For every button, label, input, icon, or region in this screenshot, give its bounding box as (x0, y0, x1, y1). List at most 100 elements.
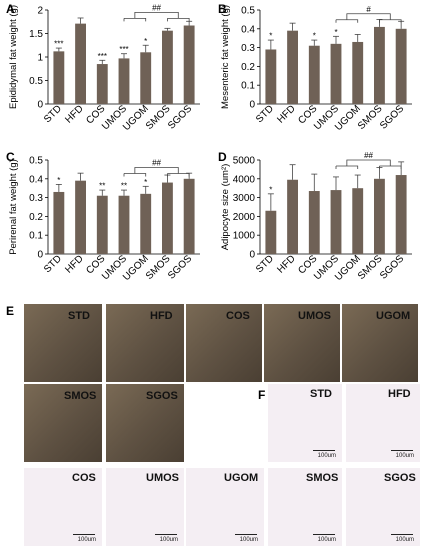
comparison-bracket (346, 13, 391, 20)
x-tick-label: STD (42, 253, 64, 275)
histology-smos: SMOS 100um (268, 468, 342, 546)
bar-ugom (352, 188, 364, 254)
y-axis-label: Perirenal fat weight (g) (8, 159, 19, 255)
y-tick-label: 1 (37, 53, 43, 64)
chart-mesenteric-fat: 0 0.1 0.2 0.3 0.4 0.5 Mesenteric fat weight (g… (220, 5, 412, 133)
photo-cos: COS (186, 304, 262, 382)
bar-std (53, 51, 65, 104)
bar-umos (330, 43, 342, 104)
photo-label: UGOM (376, 310, 411, 322)
bar-cos (308, 191, 320, 254)
histology-umos: UMOS 100um (106, 468, 184, 546)
bracket-label: ## (152, 159, 161, 168)
histology-sgos: SGOS 100um (346, 468, 420, 546)
scale-bar-text: 100um (395, 453, 414, 459)
photo-hfd: HFD (106, 304, 184, 382)
histology-label: UMOS (146, 472, 179, 484)
significance-marker: * (269, 32, 272, 41)
chart-epididymal-fat: 0 0.5 1 1.5 2 Epididymal fat weight (g) *** STD… (8, 3, 200, 133)
photo-smos: SMOS (24, 384, 102, 462)
y-tick-label: 0.1 (29, 231, 43, 242)
photo-label: COS (226, 310, 250, 322)
panel-letter-d: D (218, 150, 227, 164)
panel-letter-f: F (258, 388, 266, 402)
x-tick-label: STD (254, 103, 276, 125)
scale-bar-text: 100um (77, 537, 96, 543)
bar-sgos (183, 25, 195, 104)
histology-label: SMOS (306, 472, 339, 484)
bracket-label: ## (152, 3, 161, 12)
scale-bar (313, 450, 335, 451)
significance-marker: ** (121, 182, 127, 191)
y-tick-label: 0.2 (241, 62, 255, 73)
x-tick-label: SGOS (166, 253, 194, 281)
bar-std (265, 210, 277, 254)
photo-label: STD (68, 310, 90, 322)
histology-hfd: HFD 100um (346, 384, 420, 462)
x-tick-label: HFD (63, 103, 85, 125)
histology-cos: COS 100um (24, 468, 102, 546)
bracket-left-pair (335, 165, 359, 169)
histology-label: SGOS (384, 472, 416, 484)
x-tick-label: SGOS (166, 103, 194, 131)
bar-hfd (75, 180, 86, 254)
scale-bar (391, 450, 413, 451)
bar-ugom (140, 193, 152, 254)
y-tick-label: 0.4 (241, 24, 255, 35)
x-tick-label: SMOS (144, 253, 173, 282)
panel-letter-c: C (6, 150, 15, 164)
y-tick-label: 2 (37, 6, 43, 17)
scale-bar (235, 534, 257, 535)
significance-marker: * (334, 28, 337, 37)
x-tick-label: SGOS (378, 103, 406, 131)
bar-umos (118, 58, 130, 104)
bar-std (265, 49, 277, 104)
y-tick-label: 1.5 (29, 29, 43, 40)
bracket-left-pair (123, 17, 147, 22)
bracket-label: # (366, 5, 371, 14)
significance-marker: * (269, 185, 272, 194)
bracket-right-pair (167, 17, 190, 22)
y-tick-label: 0.5 (241, 6, 255, 17)
y-axis-label: Adipocyte size (um²) (220, 164, 231, 251)
y-tick-label: 3000 (233, 193, 256, 204)
bar-smos (162, 182, 173, 254)
x-tick-label: SGOS (378, 253, 406, 281)
photo-std: STD (24, 304, 102, 382)
y-tick-label: 0.5 (29, 156, 43, 167)
significance-marker: *** (98, 52, 107, 61)
panel-letter-b: B (218, 2, 227, 16)
bar-cos (96, 64, 108, 104)
y-tick-label: 0.3 (241, 43, 255, 54)
significance-marker: * (57, 176, 60, 185)
comparison-bracket (346, 159, 391, 166)
bar-ugom (352, 41, 364, 104)
photo-label: UMOS (298, 310, 331, 322)
y-tick-label: 0.5 (29, 76, 43, 87)
y-tick-label: 0.2 (29, 212, 43, 223)
y-tick-label: 0.1 (241, 81, 255, 92)
y-tick-label: 2000 (233, 212, 256, 223)
x-tick-label: SMOS (356, 103, 385, 132)
bar-hfd (75, 23, 86, 105)
bracket-label: ## (364, 151, 373, 160)
scale-bar (73, 534, 95, 535)
y-tick-label: 0.4 (29, 174, 43, 185)
bracket-left-pair (335, 19, 359, 23)
y-tick-label: 5000 (233, 156, 256, 167)
bracket-left-pair (123, 173, 147, 177)
x-tick-label: HFD (275, 253, 297, 275)
panel-letter-e: E (6, 304, 15, 318)
photo-ugom: UGOM (342, 304, 418, 382)
bar-sgos (395, 175, 407, 254)
y-axis-label: Epididymal fat weight (g) (8, 5, 19, 109)
photo-label: HFD (150, 310, 173, 322)
panel-letter-a: A (6, 2, 15, 16)
bar-sgos (183, 178, 195, 254)
bar-smos (374, 26, 385, 105)
y-tick-label: 0 (37, 100, 43, 111)
scale-bar-text: 100um (395, 537, 414, 543)
scale-bar-text: 100um (317, 537, 336, 543)
bar-hfd (287, 30, 298, 104)
bracket-right-pair (379, 165, 402, 169)
